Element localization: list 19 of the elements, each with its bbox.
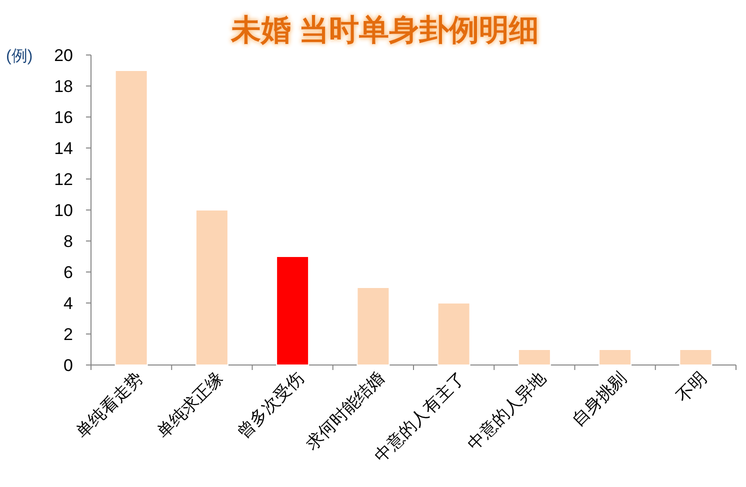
y-tick-label: 8 xyxy=(64,232,73,251)
y-tick-label: 12 xyxy=(54,170,73,189)
x-tick-label: 不明 xyxy=(673,368,711,406)
y-tick-label: 14 xyxy=(54,139,73,158)
x-tick-label: 曾多次受伤 xyxy=(234,368,308,442)
y-tick-label: 16 xyxy=(54,108,73,127)
y-tick-label: 0 xyxy=(64,356,73,375)
x-tick-label: 中意的人异地 xyxy=(464,368,550,454)
y-tick-label: 6 xyxy=(64,263,73,282)
y-tick-label: 10 xyxy=(54,201,73,220)
x-tick-label: 单纯看走势 xyxy=(72,368,146,442)
x-tick-label: 自身挑剔 xyxy=(568,368,630,430)
y-axis-title: (例) xyxy=(6,48,33,65)
x-tick-label: 单纯求正缘 xyxy=(153,368,227,442)
y-tick-label: 4 xyxy=(64,294,73,313)
y-tick-label: 18 xyxy=(54,77,73,96)
chart-title: 未婚 当时单身卦例明细 xyxy=(230,14,540,47)
y-tick-label: 20 xyxy=(54,46,73,65)
y-tick-label: 2 xyxy=(64,325,73,344)
